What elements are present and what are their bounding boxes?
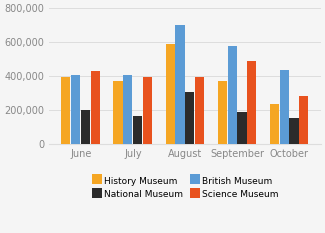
Bar — [133, 116, 142, 144]
Bar — [185, 93, 194, 144]
Legend: History Museum, National Museum, British Museum, Science Museum: History Museum, National Museum, British… — [88, 173, 282, 203]
Bar — [165, 44, 175, 144]
Bar — [195, 77, 204, 144]
Bar — [124, 75, 133, 144]
Bar — [237, 112, 246, 144]
Bar — [61, 77, 71, 144]
Bar — [143, 77, 152, 144]
Bar — [270, 104, 279, 144]
Bar — [81, 110, 90, 144]
Bar — [176, 25, 185, 144]
Bar — [218, 81, 227, 144]
Bar — [247, 61, 256, 144]
Bar — [71, 75, 80, 144]
Bar — [290, 118, 299, 144]
Bar — [113, 81, 123, 144]
Bar — [280, 70, 289, 144]
Bar — [227, 46, 237, 144]
Bar — [299, 96, 308, 144]
Bar — [91, 71, 100, 144]
